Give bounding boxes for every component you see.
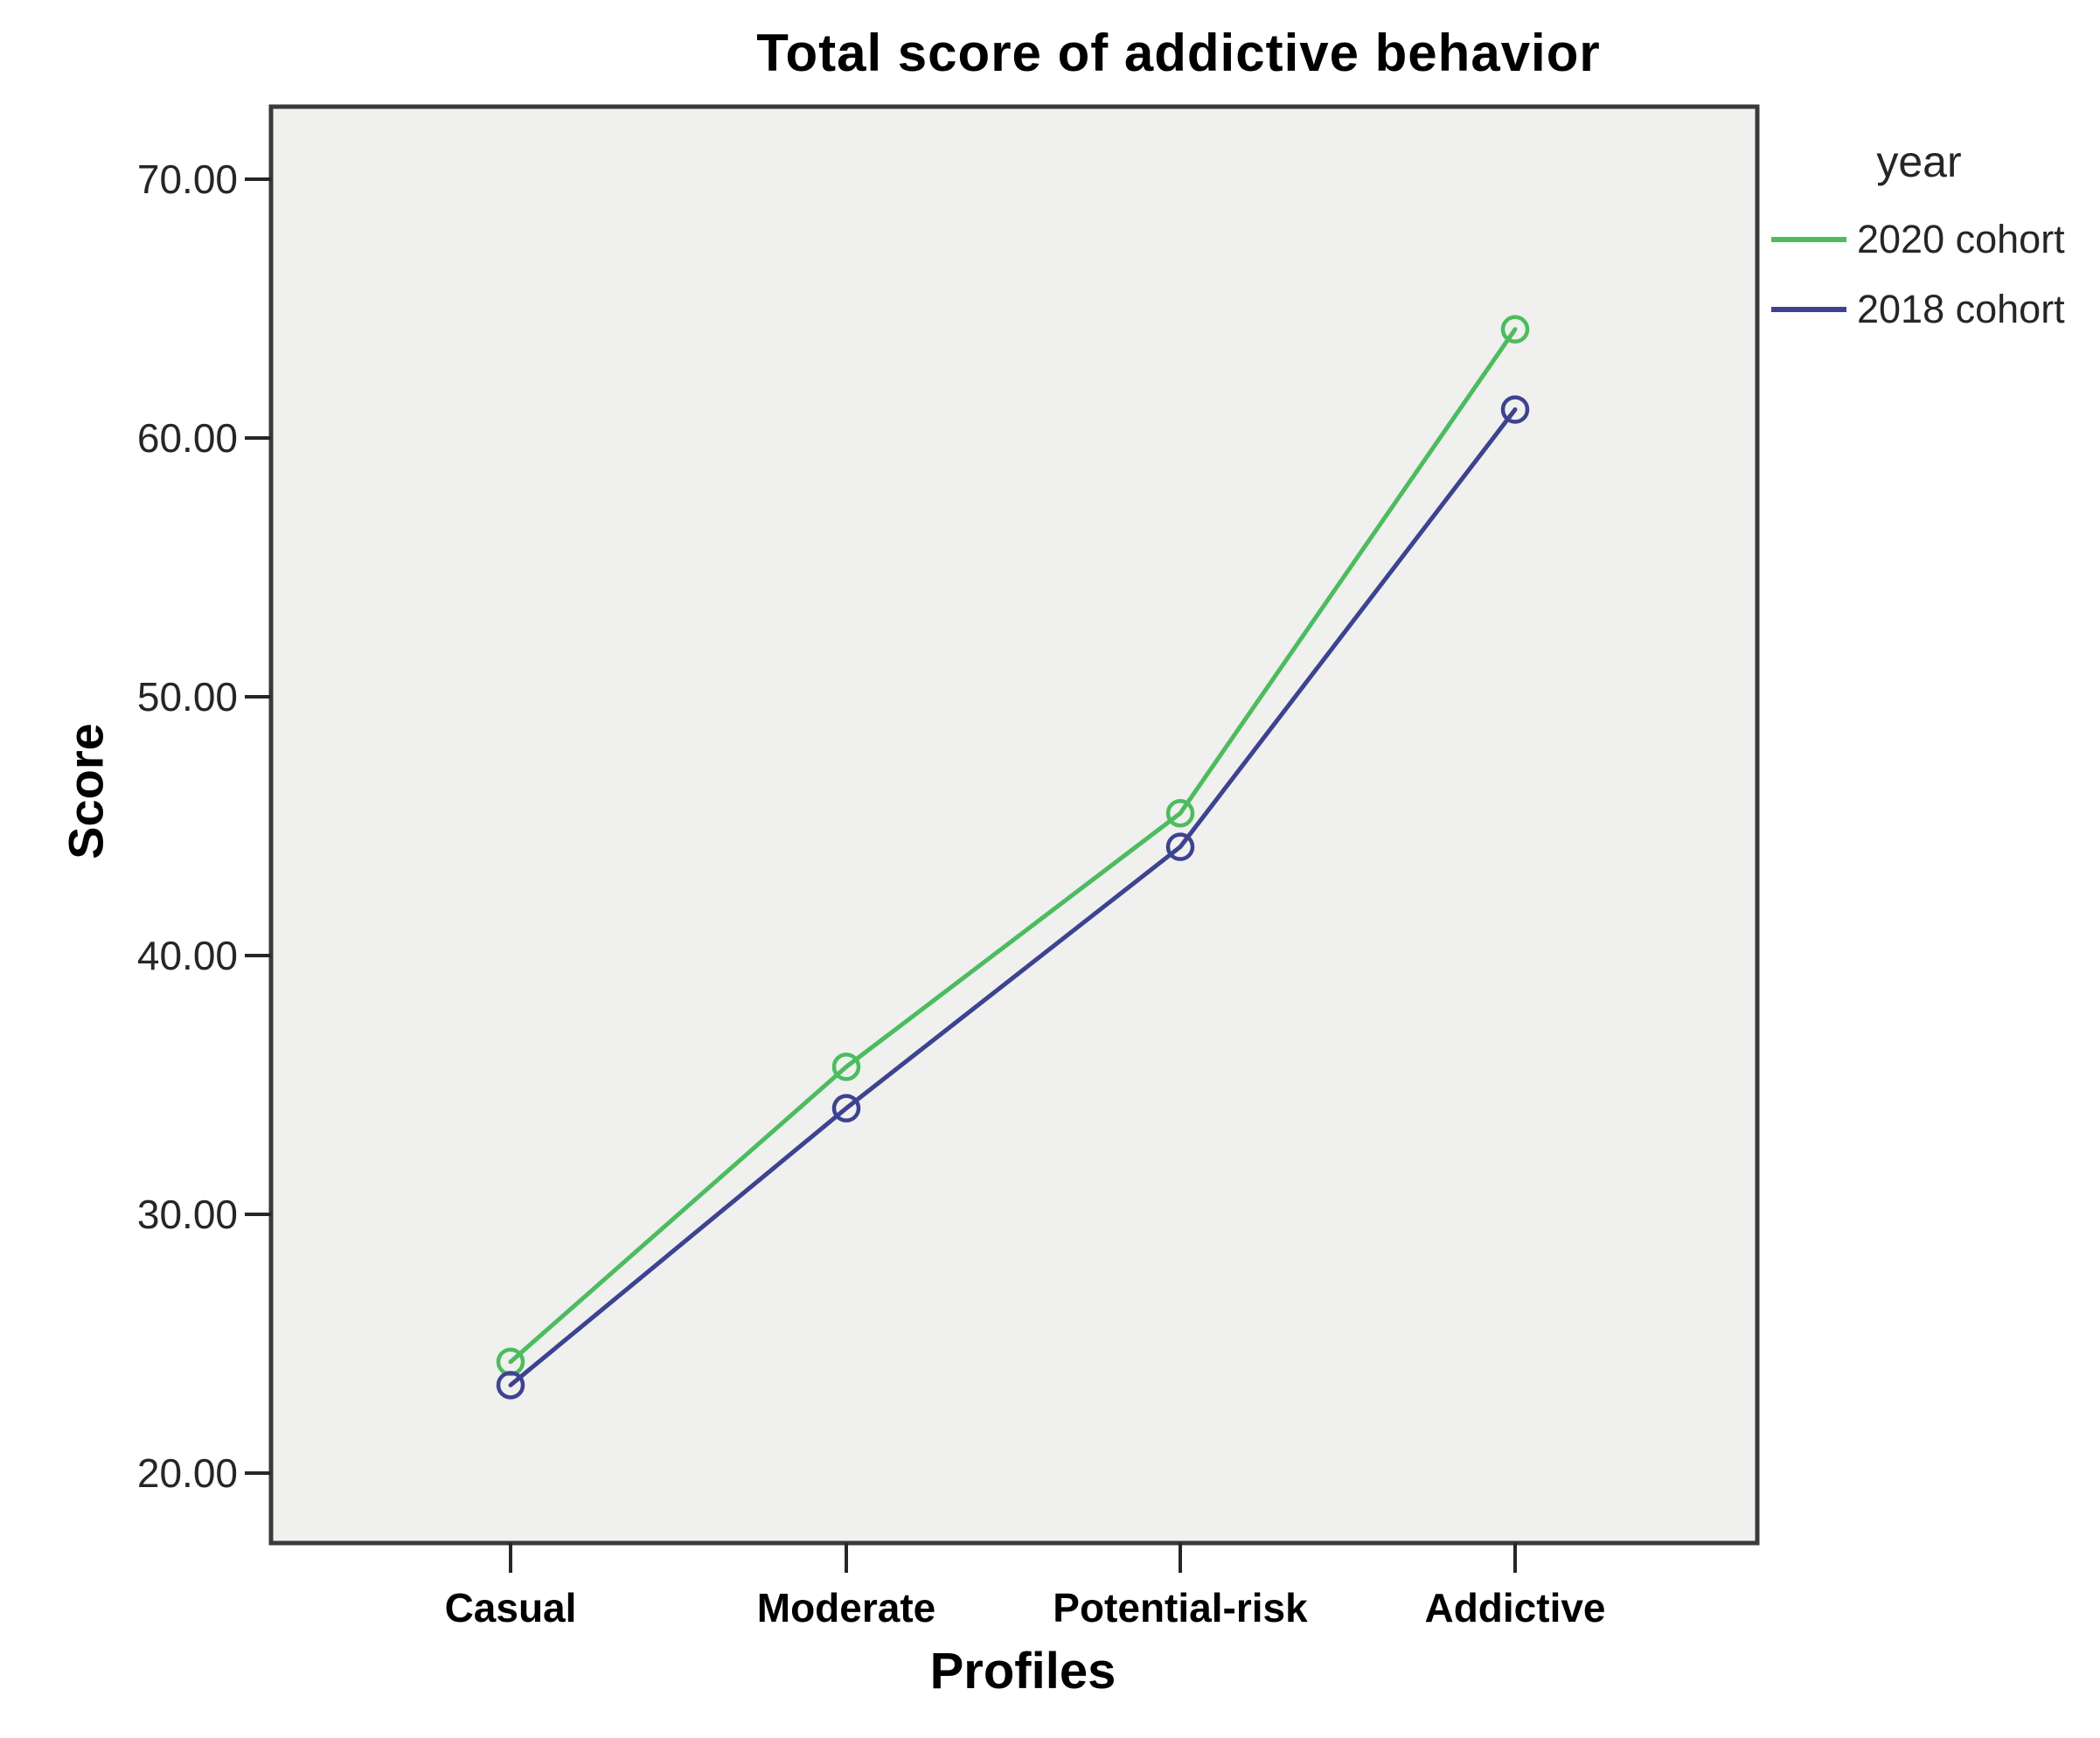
series-line-2018-cohort — [508, 407, 1518, 1387]
x-tick-label-potential-risk: Potential-risk — [1053, 1585, 1308, 1630]
data-point-marker-2020-cohort — [1500, 315, 1530, 344]
x-tick-label-addictive: Addictive — [1424, 1585, 1606, 1630]
y-tick-label: 50.00 — [136, 674, 238, 720]
y-tick-label: 70.00 — [136, 156, 238, 202]
data-point-marker-2018-cohort — [1500, 395, 1530, 424]
legend-line-swatch — [1771, 307, 1846, 312]
y-tick-label: 30.00 — [136, 1192, 238, 1237]
data-point-marker-2018-cohort — [831, 1094, 861, 1123]
data-point-marker-2020-cohort — [831, 1053, 861, 1081]
legend-label: 2018 cohort — [1857, 287, 2065, 331]
legend-title: year — [1876, 137, 1962, 186]
series-line-2020-cohort — [508, 327, 1518, 1365]
x-tick-label-casual: Casual — [444, 1585, 577, 1630]
x-axis-title: Profiles — [929, 1643, 1116, 1700]
legend-label: 2020 cohort — [1857, 217, 2065, 261]
plot-frame — [268, 104, 1760, 1546]
y-axis-title: Score — [58, 723, 114, 859]
x-tick-label-moderate: Moderate — [756, 1585, 936, 1630]
data-point-marker-2018-cohort — [496, 1371, 525, 1400]
data-point-marker-2018-cohort — [1165, 832, 1195, 861]
legend-entry-2020-cohort: 2020 cohort — [1771, 214, 2065, 265]
chart-title: Total score of addictive behavior — [756, 24, 1601, 82]
legend-entry-2018-cohort: 2018 cohort — [1771, 284, 2065, 335]
y-tick-label: 40.00 — [136, 933, 238, 978]
data-point-marker-2020-cohort — [1165, 798, 1195, 828]
y-tick-label: 60.00 — [136, 415, 238, 461]
y-tick-label: 20.00 — [136, 1450, 238, 1496]
legend-line-swatch — [1771, 237, 1846, 242]
